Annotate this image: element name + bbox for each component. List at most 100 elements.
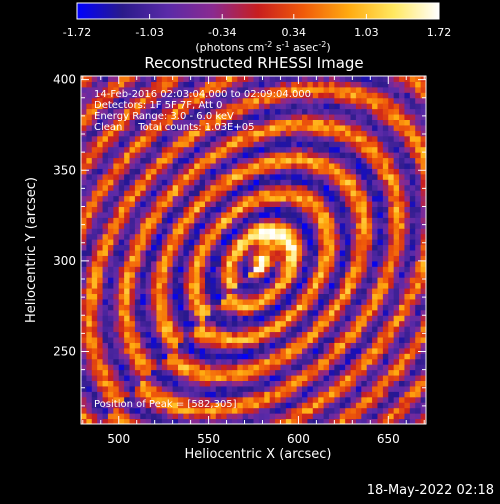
- heatmap-cell: [118, 119, 125, 126]
- heatmap-cell: [361, 271, 368, 278]
- heatmap-cell: [221, 119, 228, 126]
- heatmap-cell: [242, 288, 249, 294]
- heatmap-cell: [97, 375, 104, 381]
- heatmap-cell: [355, 141, 362, 148]
- heatmap-cell: [81, 320, 87, 327]
- heatmap-cell: [113, 201, 120, 207]
- heatmap-cell: [415, 124, 422, 131]
- heatmap-cell: [377, 293, 384, 300]
- heatmap-cell: [388, 298, 395, 305]
- heatmap-cell: [145, 184, 152, 191]
- heatmap-cell: [307, 228, 314, 235]
- heatmap-cell: [183, 385, 190, 392]
- heatmap-cell: [302, 282, 308, 289]
- heatmap-cell: [129, 413, 136, 420]
- heatmap-cell: [188, 124, 195, 131]
- heatmap-cell: [258, 293, 265, 300]
- heatmap-cell: [134, 293, 141, 300]
- heatmap-cell: [253, 97, 260, 104]
- heatmap-cell: [242, 309, 249, 316]
- heatmap-cell: [178, 135, 184, 142]
- heatmap-cell: [194, 315, 201, 322]
- heatmap-cell: [318, 141, 325, 148]
- heatmap-cell: [318, 293, 325, 300]
- heatmap-cell: [156, 239, 163, 246]
- heatmap-cell: [210, 163, 217, 169]
- heatmap-cell: [388, 173, 395, 180]
- heatmap-cell: [237, 114, 244, 120]
- heatmap-cell: [339, 288, 346, 294]
- heatmap-cell: [280, 298, 287, 305]
- heatmap-cell: [81, 81, 87, 88]
- heatmap-cell: [140, 413, 147, 420]
- heatmap-cell: [399, 304, 405, 311]
- heatmap-cell: [124, 108, 131, 115]
- heatmap-cell: [307, 108, 314, 115]
- heatmap-cell: [275, 81, 281, 88]
- heatmap-cell: [151, 76, 157, 82]
- heatmap-cell: [97, 402, 104, 409]
- heatmap-cell: [361, 190, 368, 197]
- heatmap-cell: [350, 315, 357, 322]
- heatmap-cell: [253, 114, 260, 120]
- heatmap-cell: [221, 293, 228, 300]
- heatmap-cell: [393, 380, 400, 387]
- heatmap-cell: [237, 179, 244, 186]
- heatmap-cell: [172, 201, 179, 207]
- heatmap-cell: [215, 92, 222, 99]
- heatmap-cell: [264, 97, 271, 104]
- heatmap-cell: [334, 179, 341, 186]
- heatmap-cell: [172, 228, 179, 235]
- heatmap-cell: [420, 342, 426, 349]
- heatmap-cell: [129, 222, 136, 229]
- heatmap-cell: [409, 103, 416, 110]
- heatmap-cell: [161, 385, 168, 392]
- heatmap-cell: [124, 228, 131, 235]
- heatmap-cell: [221, 76, 228, 82]
- heatmap-cell: [199, 260, 206, 267]
- heatmap-cell: [210, 119, 217, 126]
- heatmap-cell: [415, 146, 422, 153]
- heatmap-cell: [215, 86, 222, 93]
- heatmap-cell: [382, 114, 389, 120]
- heatmap-cell: [275, 108, 281, 115]
- heatmap-cell: [404, 380, 411, 387]
- heatmap-cell: [285, 141, 292, 148]
- heatmap-cell: [275, 293, 281, 300]
- heatmap-cell: [377, 206, 384, 213]
- heatmap-cell: [307, 380, 314, 387]
- heatmap-cell: [323, 282, 330, 289]
- heatmap-cell: [361, 233, 368, 240]
- heatmap-cell: [409, 320, 416, 327]
- heatmap-cell: [361, 391, 368, 398]
- heatmap-cell: [361, 282, 368, 289]
- heatmap-cell: [145, 239, 152, 246]
- heatmap-cell: [345, 163, 352, 169]
- heatmap-cell: [129, 76, 136, 82]
- heatmap-cell: [140, 391, 147, 398]
- heatmap-cell: [221, 250, 228, 256]
- heatmap-cell: [318, 211, 325, 218]
- heatmap-cell: [302, 396, 308, 403]
- heatmap-cell: [242, 114, 249, 120]
- heatmap-cell: [334, 97, 341, 104]
- heatmap-cell: [328, 407, 335, 414]
- heatmap-cell: [145, 309, 152, 316]
- heatmap-cell: [161, 81, 168, 88]
- heatmap-cell: [361, 184, 368, 191]
- heatmap-cell: [334, 217, 341, 224]
- heatmap-cell: [215, 396, 222, 403]
- heatmap-cell: [156, 141, 163, 148]
- heatmap-cell: [167, 271, 174, 278]
- heatmap-cell: [253, 130, 260, 137]
- heatmap-cell: [151, 271, 157, 278]
- heatmap-cell: [242, 385, 249, 392]
- heatmap-cell: [366, 157, 373, 164]
- heatmap-cell: [415, 250, 422, 256]
- heatmap-cell: [350, 326, 357, 333]
- heatmap-cell: [129, 206, 136, 213]
- heatmap-cell: [172, 163, 179, 169]
- heatmap-cell: [156, 228, 163, 235]
- heatmap-cell: [312, 124, 319, 131]
- heatmap-cell: [404, 288, 411, 294]
